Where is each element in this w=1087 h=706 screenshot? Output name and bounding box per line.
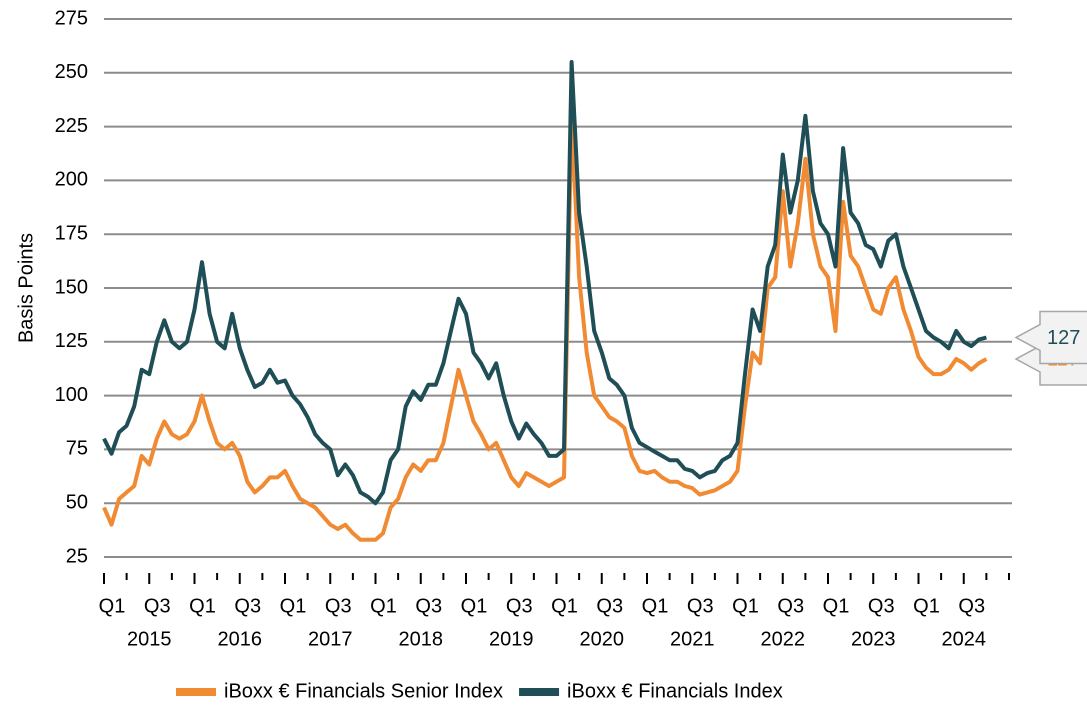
y-tick-label: 225 — [55, 115, 88, 137]
legend-label: iBoxx € Financials Index — [567, 680, 783, 702]
x-tick-label: Q3 — [687, 595, 714, 617]
x-group-label: 2019 — [489, 628, 534, 650]
x-tick-label: Q3 — [958, 595, 985, 617]
x-tick-label: Q1 — [642, 595, 669, 617]
x-tick-label: Q1 — [732, 595, 759, 617]
y-tick-label: 125 — [55, 330, 88, 352]
x-tick-label: Q1 — [551, 595, 578, 617]
y-tick-label: 275 — [55, 7, 88, 29]
x-tick-label: Q1 — [370, 595, 397, 617]
x-group-label: 2018 — [399, 628, 444, 650]
x-tick-label: Q1 — [280, 595, 307, 617]
x-group-label: 2023 — [851, 628, 896, 650]
x-tick-label: Q1 — [189, 595, 216, 617]
legend-label: iBoxx € Financials Senior Index — [224, 680, 503, 702]
end-label: 127 — [1047, 327, 1080, 349]
y-tick-label: 175 — [55, 222, 88, 244]
x-tick-label: Q3 — [144, 595, 171, 617]
y-tick-label: 75 — [66, 438, 88, 460]
end-callout — [1014, 310, 1087, 365]
x-group-label: 2016 — [218, 628, 263, 650]
y-tick-label: 25 — [66, 545, 88, 567]
x-group-label: 2021 — [670, 628, 715, 650]
x-tick-label: Q1 — [913, 595, 940, 617]
y-tick-label: 150 — [55, 276, 88, 298]
x-tick-label: Q3 — [868, 595, 895, 617]
y-tick-label: 250 — [55, 61, 88, 83]
x-group-label: 2022 — [761, 628, 806, 650]
x-group-label: 2024 — [942, 628, 987, 650]
x-group-label: 2020 — [580, 628, 625, 650]
x-tick-label: Q3 — [506, 595, 533, 617]
y-tick-label: 200 — [55, 169, 88, 191]
y-tick-label: 100 — [55, 384, 88, 406]
series-line — [102, 60, 987, 506]
series-line — [102, 113, 988, 542]
x-tick-label: Q1 — [823, 595, 850, 617]
x-tick-label: Q3 — [415, 595, 442, 617]
y-axis-label: Basis Points — [15, 233, 37, 343]
x-group-label: 2017 — [308, 628, 353, 650]
x-tick-label: Q3 — [234, 595, 261, 617]
x-tick-label: Q1 — [99, 595, 126, 617]
y-tick-label: 50 — [66, 491, 88, 513]
x-tick-label: Q3 — [777, 595, 804, 617]
x-group-label: 2015 — [127, 628, 172, 650]
x-tick-label: Q3 — [325, 595, 352, 617]
x-tick-label: Q1 — [461, 595, 488, 617]
x-tick-label: Q3 — [596, 595, 623, 617]
